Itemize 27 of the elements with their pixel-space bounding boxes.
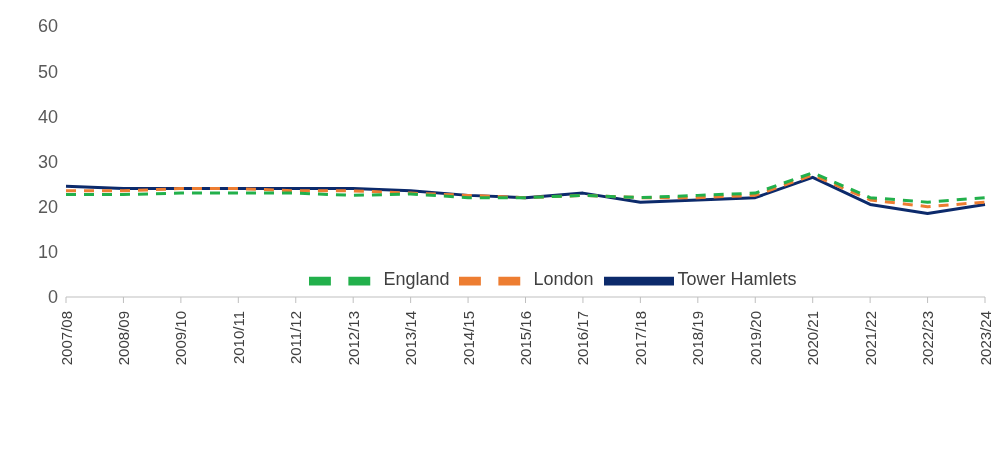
x-tick-label: 2018/19 [689, 311, 707, 366]
legend-label: London [533, 269, 594, 290]
y-tick-label: 60 [37, 16, 58, 37]
x-tick-label: 2017/18 [631, 311, 649, 366]
y-tick-label: 10 [37, 242, 58, 263]
x-tick-label: 2010/11 [229, 311, 247, 365]
legend-label: England [383, 269, 450, 290]
y-tick-label: 0 [47, 287, 58, 308]
x-tick-label: 2008/09 [114, 311, 132, 366]
x-tick-label: 2020/21 [804, 311, 822, 366]
x-tick-label: 2011/12 [287, 311, 305, 365]
y-tick-label: 50 [37, 61, 58, 82]
y-tick-label: 30 [37, 151, 58, 172]
x-tick-label: 2023/24 [976, 311, 994, 366]
y-tick-label: 40 [37, 106, 58, 127]
x-tick-label: 2021/22 [861, 311, 879, 366]
x-tick-label: 2014/15 [459, 311, 477, 366]
legend-label: Tower Hamlets [677, 269, 797, 290]
x-tick-label: 2022/23 [919, 311, 937, 366]
x-tick-label: 2007/08 [57, 311, 75, 366]
x-tick-label: 2019/20 [746, 311, 764, 366]
x-tick-label: 2013/14 [402, 311, 420, 366]
x-tick-label: 2012/13 [344, 311, 362, 366]
y-tick-label: 20 [37, 197, 58, 218]
x-tick-label: 2015/16 [517, 311, 534, 366]
x-tick-label: 2016/17 [574, 311, 592, 366]
x-tick-label: 2009/10 [172, 311, 190, 366]
